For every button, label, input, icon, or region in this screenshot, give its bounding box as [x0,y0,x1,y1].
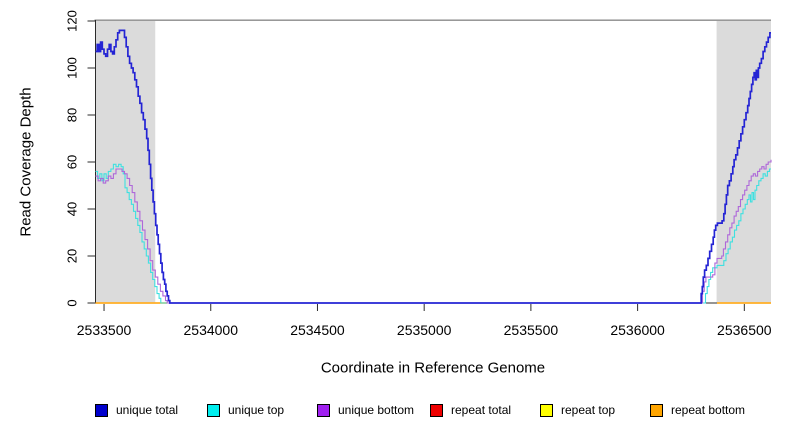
y-tick-label: 100 [64,57,80,79]
legend-label: repeat bottom [671,403,746,417]
x-tick-label: 2536000 [610,322,665,338]
legend-item-unique-top: unique top [207,403,284,417]
legend-item-unique-total: unique total [95,403,178,417]
y-tick-label: 60 [64,154,80,170]
legend-label: repeat top [561,403,616,417]
x-tick-label: 2535000 [396,322,452,338]
y-tick-label: 120 [64,10,80,32]
legend-label: repeat total [451,403,512,417]
legend-swatch [540,403,553,417]
y-axis-title: Read Coverage Depth [17,87,35,237]
legend-swatch [95,403,108,417]
legend-swatch [207,403,220,417]
legend-label: unique bottom [338,403,415,417]
legend-swatch [430,403,443,417]
legend-item-repeat-bottom: repeat bottom [650,403,745,417]
x-tick-label: 2534500 [290,322,345,338]
y-tick-label: 80 [64,107,80,123]
x-tick-label: 2535500 [503,322,559,338]
legend-item-repeat-total: repeat total [430,403,511,417]
y-tick-label: 0 [64,299,80,307]
legend-swatch [650,403,663,417]
y-tick-label: 20 [64,248,80,264]
legend-label: unique total [116,403,179,417]
legend-swatch [317,403,330,417]
y-tick-label: 40 [64,201,80,217]
x-axis-title: Coordinate in Reference Genome [320,359,546,377]
legend-item-unique-bottom: unique bottom [317,403,414,417]
x-tick-label: 2534000 [183,322,239,338]
legend-item-repeat-top: repeat top [540,403,615,417]
series-line-unique-top [95,163,771,304]
series-line-unique-total [95,29,771,304]
x-tick-label: 2536500 [717,322,772,338]
highlight-region [95,21,156,303]
x-tick-label: 2533500 [76,322,132,338]
legend-label: unique top [228,403,285,417]
series-line-unique-bottom [95,159,772,304]
highlight-region [716,21,771,303]
